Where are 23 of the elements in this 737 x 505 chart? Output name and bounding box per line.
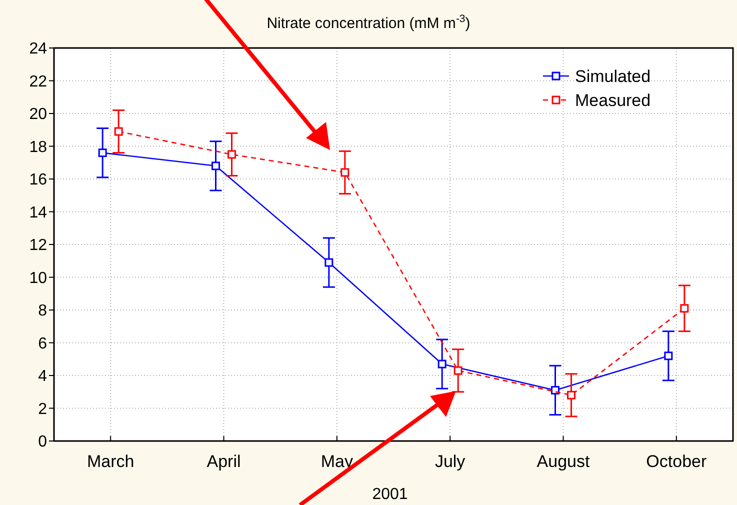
y-tick-label: 18 xyxy=(29,138,48,156)
x-axis-title: 2001 xyxy=(372,486,408,503)
y-tick-label: 10 xyxy=(29,270,48,287)
y-tick-label: 14 xyxy=(29,204,48,222)
y-tick-label: 24 xyxy=(29,40,48,58)
legend-label: Measured xyxy=(575,90,651,110)
y-tick-label: 2 xyxy=(38,400,48,418)
x-tick-label: August xyxy=(536,452,590,471)
y-tick-label: 16 xyxy=(29,172,48,189)
x-tick-label: July xyxy=(434,452,466,471)
legend-label: Simulated xyxy=(575,66,651,86)
y-tick-label: 12 xyxy=(29,237,48,254)
x-tick-label: October xyxy=(646,452,707,471)
chart-title: Nitrate concentration (mM m$^{-3}$) xyxy=(266,13,470,32)
x-tick-label: April xyxy=(206,452,241,471)
x-tick-label: March xyxy=(86,452,134,471)
y-tick-label: 20 xyxy=(29,106,48,124)
y-tick-label: 22 xyxy=(29,73,48,90)
y-tick-label: 8 xyxy=(38,302,48,320)
y-tick-label: 6 xyxy=(38,335,48,352)
y-tick-label: 0 xyxy=(38,434,48,451)
y-tick-label: 4 xyxy=(38,368,48,386)
x-tick-label: May xyxy=(320,452,354,471)
